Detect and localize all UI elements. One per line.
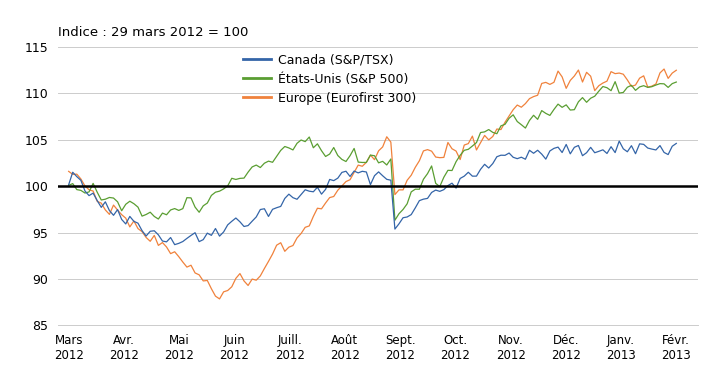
- Text: Indice : 29 mars 2012 = 100: Indice : 29 mars 2012 = 100: [58, 26, 248, 39]
- Legend: Canada (S&P/TSX), États-Unis (S&P 500), Europe (Eurofirst 300): Canada (S&P/TSX), États-Unis (S&P 500), …: [243, 53, 417, 105]
